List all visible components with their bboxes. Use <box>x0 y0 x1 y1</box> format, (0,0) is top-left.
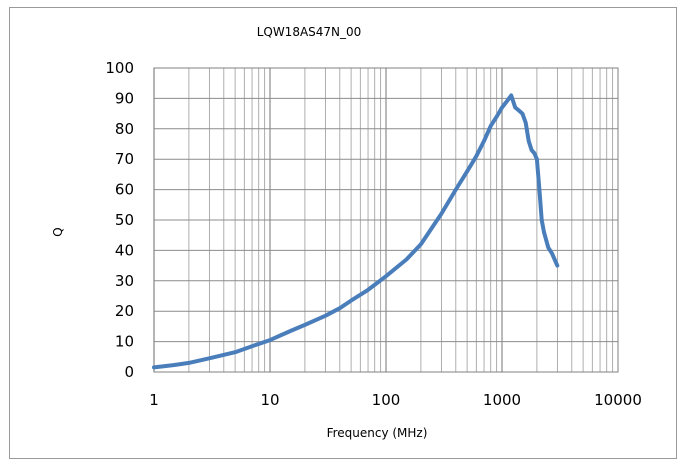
data-points <box>153 94 559 369</box>
data-point <box>339 307 341 309</box>
data-point <box>420 243 422 246</box>
data-point <box>208 357 211 360</box>
y-tick-label: 100 <box>105 59 134 77</box>
data-point <box>455 188 457 191</box>
data-point <box>514 106 517 109</box>
data-point <box>440 213 443 215</box>
data-point <box>304 324 306 326</box>
data-point <box>188 362 190 364</box>
data-point <box>540 219 543 221</box>
series-line <box>152 93 560 370</box>
plot-area-border <box>153 67 619 373</box>
x-tick-label: 1000 <box>483 391 521 409</box>
y-tick-label: 30 <box>115 272 134 290</box>
chart-title: LQW18AS47N_00 <box>257 25 362 39</box>
x-tick-label: 10 <box>260 391 279 409</box>
x-tick-label: 1 <box>149 391 159 409</box>
data-point <box>153 366 155 369</box>
data-point <box>489 124 492 127</box>
data-point <box>289 330 292 332</box>
data-point <box>527 140 530 142</box>
data-point <box>350 299 352 302</box>
y-tick-label: 40 <box>115 241 134 259</box>
y-tick-label: 10 <box>115 333 134 351</box>
data-point <box>510 94 512 97</box>
data-point <box>538 188 541 191</box>
data-point <box>556 264 559 267</box>
data-point <box>483 140 485 142</box>
y-tick-label: 20 <box>115 302 134 320</box>
data-point <box>475 155 478 157</box>
chart-area: LQW18AS47N_00 0 10 20 30 40 50 60 70 80 90 100 1 10… <box>9 7 677 459</box>
data-point <box>405 258 408 261</box>
y-tick-label: 70 <box>115 150 134 168</box>
y-axis-label: Q <box>51 227 65 236</box>
data-point <box>547 246 549 249</box>
y-tick-label: 50 <box>115 211 134 229</box>
data-point <box>530 149 533 151</box>
data-point <box>251 345 253 347</box>
data-point <box>324 314 327 317</box>
y-tick-labels: 0 10 20 30 40 50 60 70 80 90 100 <box>105 59 134 381</box>
data-point <box>524 121 527 124</box>
data-point <box>506 100 508 103</box>
data-point <box>533 152 536 154</box>
y-tick-label: 0 <box>124 363 134 381</box>
data-point <box>269 339 271 341</box>
data-point <box>466 170 468 173</box>
y-tick-label: 90 <box>115 89 134 107</box>
data-point <box>367 289 369 291</box>
data-point <box>543 231 545 233</box>
data-point <box>173 364 176 366</box>
data-point <box>551 252 553 255</box>
x-tick-label: 10000 <box>594 391 642 409</box>
data-point <box>234 351 236 354</box>
grid <box>153 67 618 373</box>
y-tick-label: 60 <box>115 181 134 199</box>
x-tick-label: 100 <box>372 391 401 409</box>
data-point <box>501 106 503 109</box>
data-point <box>536 158 538 160</box>
x-tick-labels: 1 10 100 1000 10000 <box>149 391 642 409</box>
data-point <box>518 109 520 112</box>
x-axis-label: Frequency (MHz) <box>327 426 428 440</box>
data-point <box>385 275 387 278</box>
data-point <box>521 112 524 115</box>
data-point <box>495 115 498 118</box>
y-tick-label: 80 <box>115 120 134 138</box>
